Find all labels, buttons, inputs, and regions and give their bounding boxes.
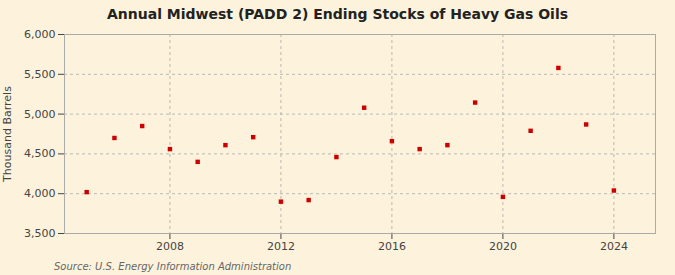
html-text:Annual Midwest (PADD 2) Ending: Annual Midwest (PADD 2) Ending Stocks of… xyxy=(107,6,568,22)
svg-text:Thousand Barrels: Thousand Barrels xyxy=(1,86,14,183)
svg-text:2020: 2020 xyxy=(489,240,517,253)
svg-text:2024: 2024 xyxy=(600,240,628,253)
svg-text:2012: 2012 xyxy=(267,240,295,253)
svg-text:5,000: 5,000 xyxy=(24,108,56,121)
svg-text:6,000: 6,000 xyxy=(24,28,56,41)
svg-text:2016: 2016 xyxy=(378,240,406,253)
svg-text:4,000: 4,000 xyxy=(24,187,56,200)
svg-text:3,500: 3,500 xyxy=(24,227,56,240)
svg-text:4,500: 4,500 xyxy=(24,147,56,160)
svg-text:2008: 2008 xyxy=(156,240,184,253)
svg-text:5,500: 5,500 xyxy=(24,68,56,81)
html-text:Source: U.S. Energy Informatio: Source: U.S. Energy Information Administ… xyxy=(54,261,292,272)
